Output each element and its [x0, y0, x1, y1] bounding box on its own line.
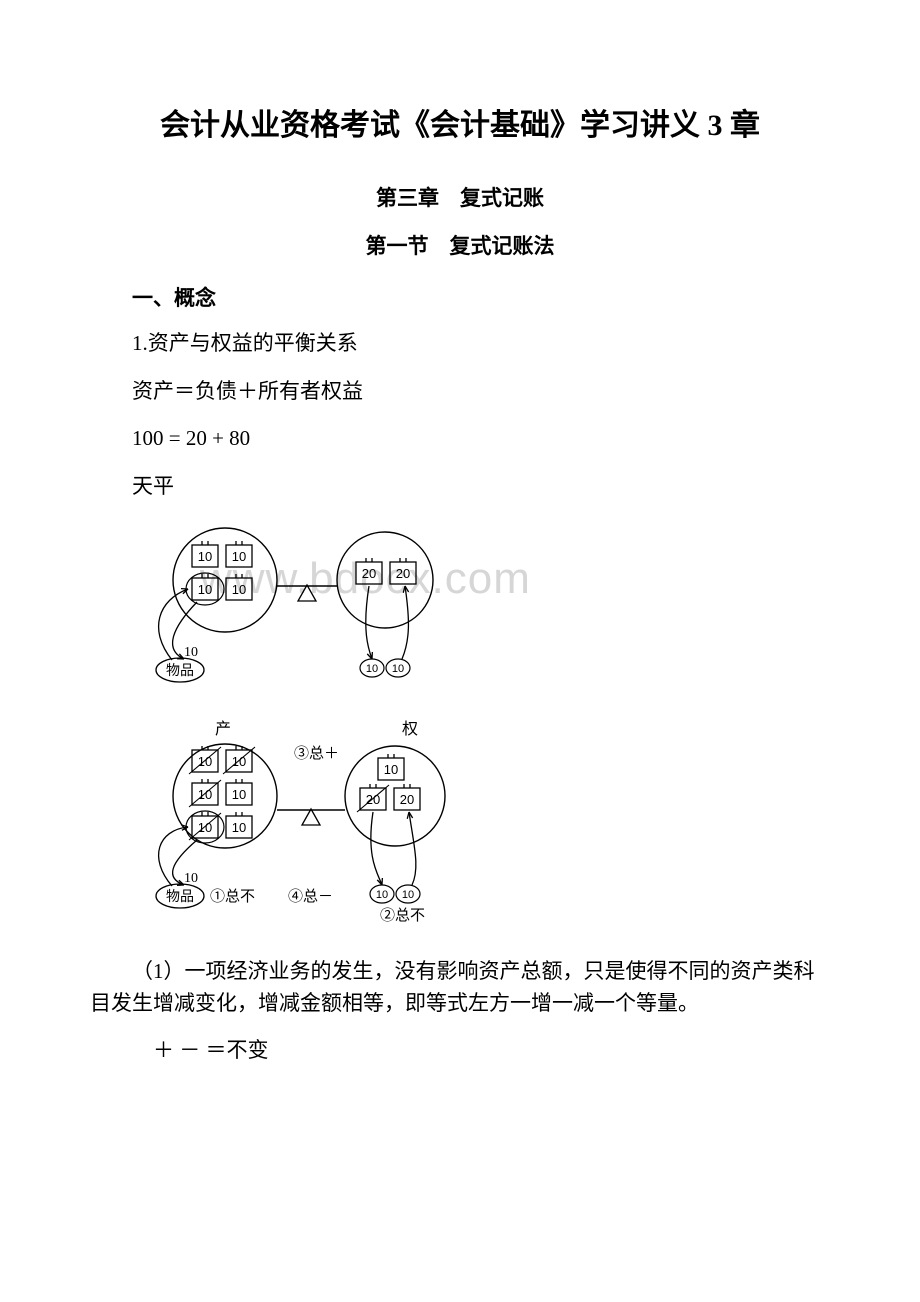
svg-text:20: 20 [362, 566, 376, 581]
doc-title: 会计从业资格考试《会计基础》学习讲义 3 章 [90, 100, 830, 144]
svg-text:10: 10 [198, 582, 212, 597]
para-3: 100 = 20 + 80 [90, 423, 830, 455]
svg-text:10: 10 [198, 549, 212, 564]
svg-text:权: 权 [402, 720, 418, 738]
svg-text:物品: 物品 [166, 889, 194, 905]
diagram-1: www.bdocx.com 10101010202010物品1010 [140, 520, 830, 700]
section-title: 第一节 复式记账法 [90, 230, 830, 260]
svg-text:10: 10 [376, 889, 388, 901]
svg-text:20: 20 [396, 566, 410, 581]
heading-concept: 一、概念 [90, 282, 830, 312]
para-1: 1.资产与权益的平衡关系 [90, 328, 830, 360]
svg-text:20: 20 [400, 792, 414, 807]
svg-text:①总不: ①总不 [210, 888, 255, 905]
svg-text:④总－: ④总－ [288, 888, 333, 905]
svg-text:③总＋: ③总＋ [294, 745, 339, 762]
balance-diagram-2: 产权③总＋10101010101010202010物品①总不④总－1010②总不 [140, 718, 500, 933]
svg-text:10: 10 [232, 787, 246, 802]
svg-text:10: 10 [232, 820, 246, 835]
svg-text:产: 产 [215, 720, 231, 738]
svg-text:10: 10 [384, 762, 398, 777]
svg-text:②总不: ②总不 [380, 907, 425, 924]
para-5: （1）一项经济业务的发生，没有影响资产总额，只是使得不同的资产类科目发生增减变化… [90, 956, 830, 1019]
diagram-2: 产权③总＋10101010101010202010物品①总不④总－1010②总不 [140, 718, 830, 938]
svg-text:10: 10 [392, 663, 404, 675]
svg-text:10: 10 [366, 663, 378, 675]
chapter-title: 第三章 复式记账 [90, 182, 830, 212]
svg-text:10: 10 [402, 889, 414, 901]
svg-text:10: 10 [232, 549, 246, 564]
para-4: 天平 [90, 471, 830, 503]
balance-diagram-1: 10101010202010物品1010 [140, 520, 500, 695]
para-6: ＋ － ＝不变 [90, 1035, 830, 1067]
para-2: 资产＝负债＋所有者权益 [90, 376, 830, 408]
svg-text:10: 10 [232, 582, 246, 597]
svg-text:物品: 物品 [166, 663, 194, 679]
